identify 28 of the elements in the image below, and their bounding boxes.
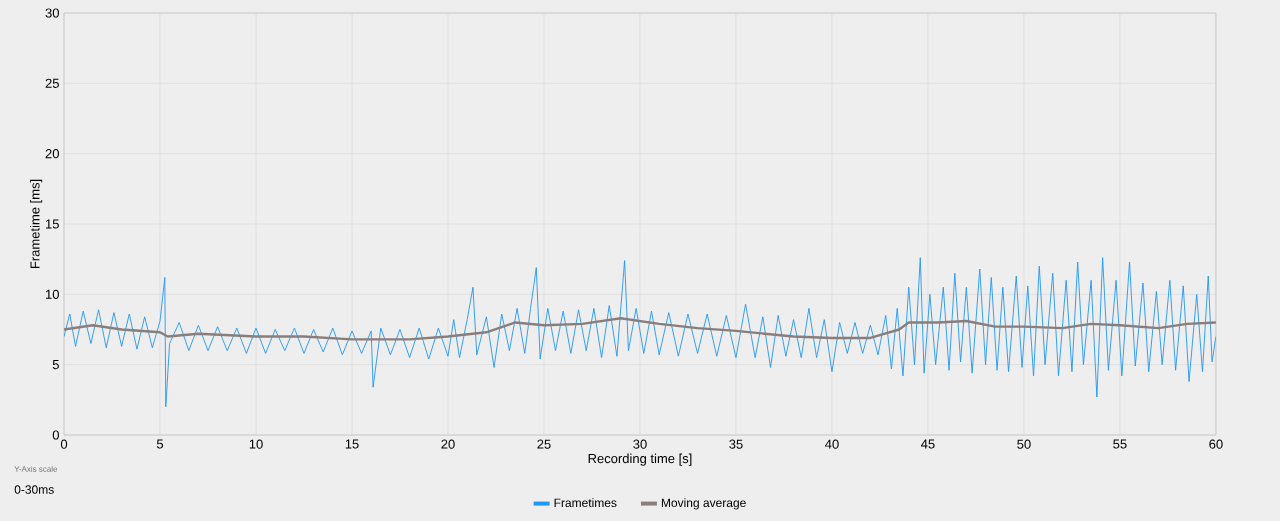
- y-tick-label: 25: [45, 78, 59, 88]
- y-tick-label: 20: [45, 149, 59, 159]
- y-tick-label: 15: [46, 219, 59, 229]
- x-tick-label: 35: [729, 439, 743, 449]
- x-tick-label: 10: [249, 439, 263, 449]
- x-tick-label: 50: [1017, 439, 1031, 449]
- x-tick-label: 40: [825, 439, 839, 449]
- x-tick-label: 0: [60, 439, 68, 449]
- x-axis-title: Recording time [s]: [588, 453, 692, 466]
- line-series: [64, 317, 1216, 341]
- y-tick-label: 5: [52, 360, 59, 370]
- x-tick-label: 5: [156, 439, 164, 449]
- legend-label: Frametimes: [554, 498, 617, 508]
- x-tick-label: 55: [1113, 439, 1127, 449]
- y-axis-title: Frametime [ms]: [30, 179, 43, 269]
- x-tick-label: 30: [633, 439, 647, 449]
- x-tick-label: 20: [441, 439, 455, 449]
- x-tick-label: 60: [1209, 439, 1223, 449]
- x-tick-label: 15: [345, 439, 359, 449]
- text: Y-Axis scale: [14, 465, 58, 472]
- y-tick-label: 10: [46, 289, 59, 299]
- x-tick-label: 45: [921, 439, 935, 449]
- x-tick-label: 25: [537, 439, 551, 449]
- line-series: [64, 257, 1216, 408]
- legend-label: Moving average: [661, 498, 746, 510]
- y-tick-label: 0: [52, 430, 59, 440]
- y-tick-label: 30: [45, 8, 59, 18]
- text: 0-30ms: [14, 485, 54, 494]
